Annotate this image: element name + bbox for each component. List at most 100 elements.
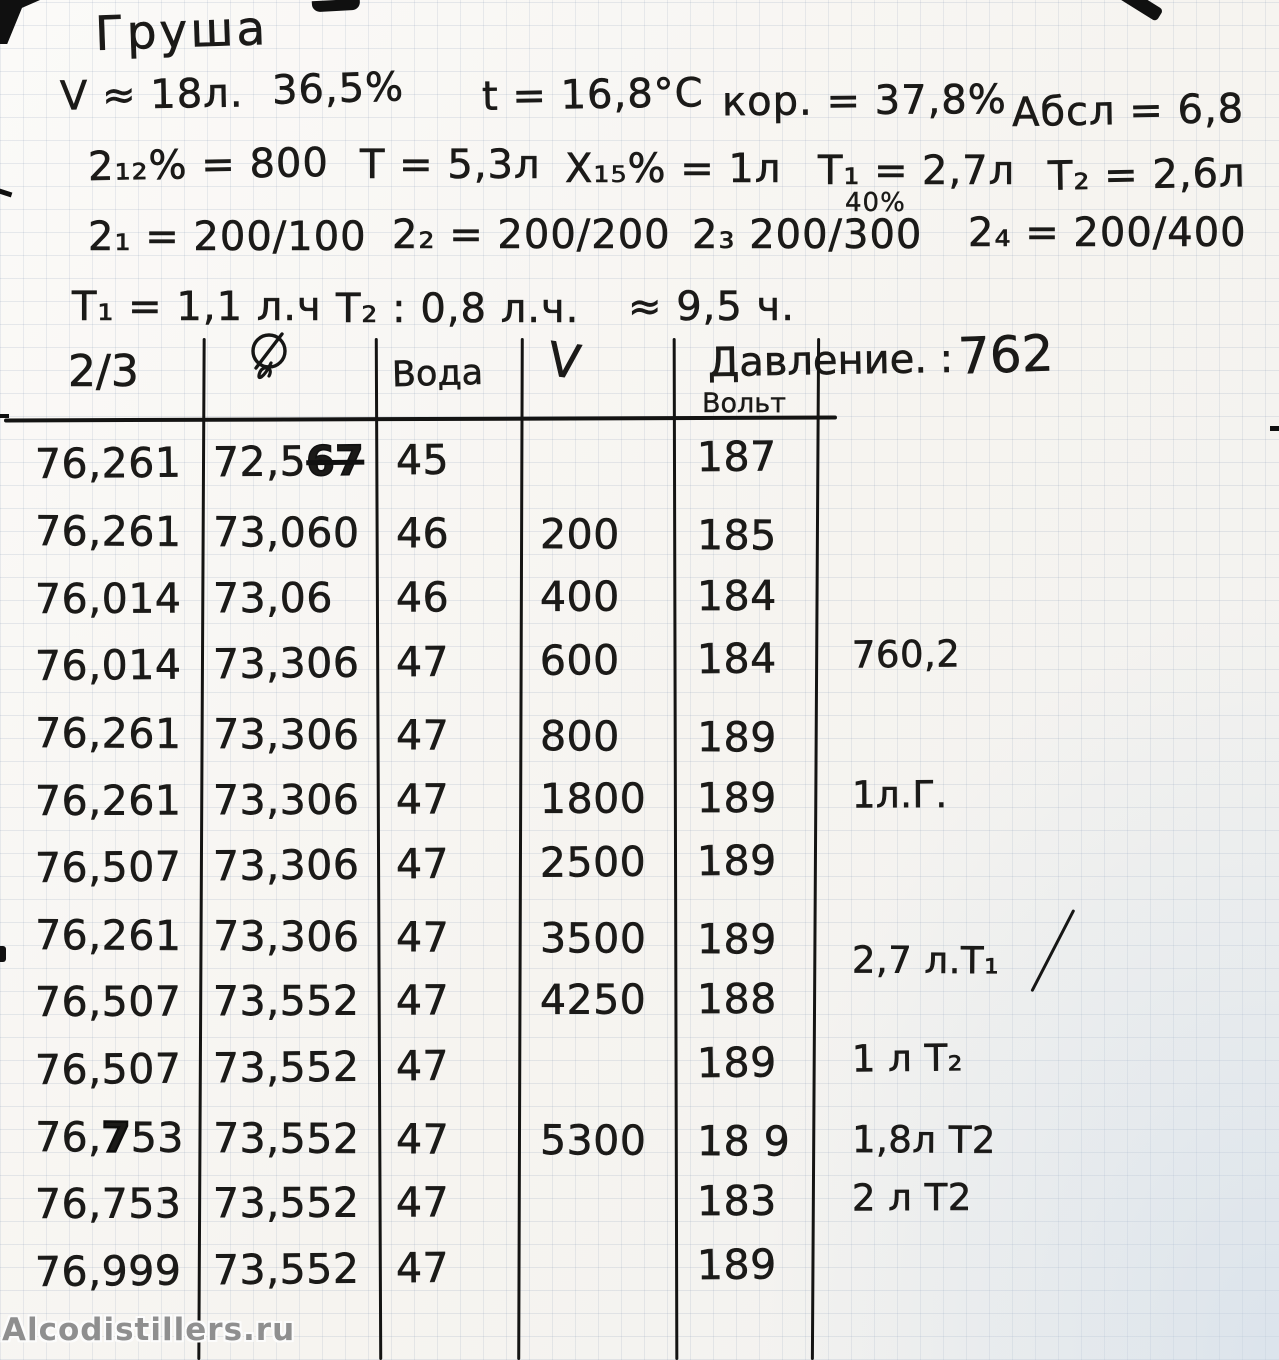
table-row: 76,507 73,552 47 189 1 л Т₂ — [0, 1033, 1279, 1112]
ink-smudge — [0, 0, 40, 44]
row-note: 2 л Т2 — [851, 1176, 973, 1220]
note-total-hours: ≈ 9,5 ч. — [628, 284, 795, 331]
cell-volts: 189 — [696, 1239, 777, 1289]
cell-temp-2-3: 76,507 — [34, 977, 182, 1027]
cell-volts: 184 — [696, 634, 777, 684]
table-row: 76,507 73,306 47 2500 189 — [0, 831, 1279, 910]
cell-temp-2-3: 76,753 — [34, 1179, 182, 1229]
cell-temp-symbol: 73,306 — [212, 840, 360, 890]
note-t2-rate: Т₂ : 0,8 л.ч. — [336, 286, 580, 333]
row-note: 1л.Г. — [851, 772, 949, 816]
cell-water: 47 — [395, 913, 450, 962]
cell-water: 47 — [395, 839, 450, 889]
note-volume: V ≈ 18л. — [59, 70, 244, 120]
cell-temp-2-3: 76,999 — [34, 1246, 182, 1296]
cell-volume: 600 — [539, 635, 620, 685]
cell-temp-symbol: 73,552 — [212, 1178, 360, 1228]
cell-temp-symbol: 73,552 — [212, 1042, 360, 1092]
note-temperature: t = 16,8°C — [481, 70, 705, 120]
cell-water: 47 — [395, 976, 450, 1025]
note-t2-value: Т₂ = 2,6л — [1047, 150, 1246, 200]
cell-water: 47 — [395, 1178, 450, 1227]
cell-volts: 187 — [696, 432, 777, 482]
cell-volts: 184 — [696, 571, 778, 620]
overwritten-digit: 7 — [100, 1112, 132, 1163]
cell-water: 46 — [395, 572, 450, 622]
note-t1-sub: 40% — [845, 188, 906, 218]
table-row: 76,014 73,306 47 600 184 760,2 — [0, 629, 1279, 708]
column-header-water: Вода — [391, 352, 484, 396]
header-underline — [3, 415, 838, 423]
cell-temp-symbol: 73,060 — [212, 508, 360, 558]
cell-temp-symbol: 73,306 — [212, 710, 360, 760]
watermark: Alcodistillers.ru — [2, 1312, 296, 1348]
cell-water: 47 — [395, 637, 450, 687]
cell-temp-symbol: 72,567 — [212, 436, 365, 487]
column-header-volume: V — [544, 332, 584, 392]
note-cut-2: 2₂ = 200/200 — [392, 212, 671, 259]
cell-water: 46 — [395, 509, 450, 558]
cell-volume: 1800 — [539, 773, 647, 823]
cell-volts: 189 — [696, 773, 778, 822]
cell-volts: 18 9 — [696, 1117, 791, 1166]
cell-temp-2-3: 76,014 — [34, 640, 182, 690]
row-note: 1,8л Т2 — [851, 1117, 997, 1162]
note-corrected: кор. = 37,8% — [721, 76, 1008, 126]
column-header-pressure: Давление. : — [707, 335, 954, 387]
cell-temp-2-3: 76,261 — [34, 911, 182, 960]
table-row: 76,261 72,567 45 187 — [0, 427, 1279, 506]
column-header-2-3: 2/3 — [68, 346, 139, 398]
cell-water: 47 — [395, 711, 450, 760]
note-cut-3: 2₃ 200/300 — [692, 212, 923, 259]
cell-temp-symbol: 73,552 — [212, 1244, 360, 1294]
cell-volume: 3500 — [539, 914, 647, 963]
table-row: 76,999 73,552 47 189 — [0, 1235, 1279, 1314]
note-t1-head: Т₁ = — [818, 148, 909, 195]
cell-water: 47 — [395, 774, 450, 823]
cell-volts: 189 — [696, 836, 777, 885]
table-row: 76,507 73,552 47 4250 188 — [0, 973, 1279, 1045]
cell-volume: 800 — [539, 712, 621, 761]
ink-smudge — [311, 0, 361, 13]
ink-smudge — [0, 414, 9, 418]
cell-water: 45 — [395, 435, 450, 485]
note-t1-rate: Т₁ = 1,1 л.ч — [72, 284, 322, 331]
table-row: 76,014 73,06 46 400 184 — [0, 569, 1279, 641]
row-note: 1 л Т₂ — [851, 1036, 964, 1081]
note-cut-4: 2₄ = 200/400 — [968, 210, 1247, 257]
note-abs-liters: Абсл = 6,8 — [1011, 85, 1245, 137]
cell-temp-symbol: 73,06 — [212, 573, 334, 622]
table-row: 76,753 73,552 47 183 2 л Т2 — [0, 1175, 1279, 1247]
cell-volume: 200 — [539, 510, 621, 559]
note-cut-1: 2₁ = 200/100 — [88, 214, 367, 261]
cell-volume: 400 — [539, 572, 621, 621]
cell-volts: 189 — [696, 915, 778, 964]
cell-volts: 188 — [696, 975, 778, 1024]
cell-volts: 189 — [696, 1037, 777, 1087]
cell-volume: 5300 — [539, 1116, 647, 1165]
cell-temp-symbol: 73,552 — [212, 1114, 360, 1163]
crossed-circle-symbol-icon — [251, 332, 287, 380]
note-t1-value: 2,7л — [922, 148, 1016, 195]
cell-temp-symbol: 73,306 — [212, 638, 360, 689]
note-strength: 36,5% — [271, 64, 405, 114]
ink-smudge — [0, 946, 6, 962]
cell-water: 47 — [395, 1041, 450, 1090]
ink-smudge — [0, 187, 13, 198]
cell-temp-2-3: 76,507 — [34, 1044, 182, 1094]
cell-water: 47 — [395, 1243, 450, 1292]
ink-smudge — [1108, 0, 1164, 22]
cell-volts: 185 — [696, 511, 778, 560]
cell-volume: 4250 — [539, 975, 647, 1025]
table-row: 76,261 73,306 47 1800 189 1л.Г. — [0, 771, 1279, 843]
cell-volts: 183 — [696, 1177, 778, 1226]
cell-temp-2-3: 76,261 — [34, 507, 182, 557]
page-title: Груша — [94, 0, 270, 63]
cell-volts: 189 — [696, 713, 778, 762]
cell-volume: 2500 — [539, 837, 647, 887]
note-x-15: Х₁₅% = 1л — [565, 146, 782, 193]
pressure-value: 762 — [957, 324, 1055, 386]
ink-smudge — [1270, 426, 1279, 431]
note-heads-12: 2₁₂% = 800 — [87, 139, 330, 191]
